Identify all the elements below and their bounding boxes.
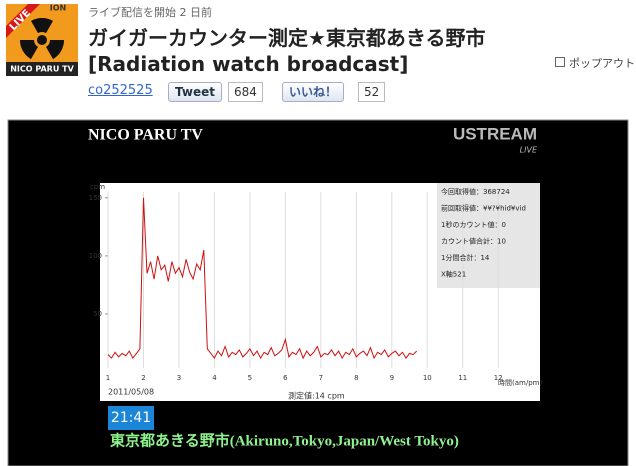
- info-line: カウント値合計：10: [441, 237, 506, 246]
- info-line: X軸521: [441, 270, 466, 279]
- x-tick-label: 6: [283, 374, 288, 382]
- like-count: 52: [358, 82, 386, 102]
- x-tick-label: 8: [354, 374, 358, 382]
- x-tick-label: 2: [141, 374, 145, 382]
- location: 東京都あきる野市(Akiruno,Tokyo,Japan/West Tokyo): [110, 431, 459, 449]
- chart-date: 2011/05/08: [108, 388, 154, 397]
- icon-top-text: ION: [50, 4, 66, 13]
- info-line: 前回取得値：¥¥?¥hid¥vid: [441, 204, 526, 213]
- x-tick-label: 4: [212, 374, 217, 382]
- chart-caption: 測定値:14 cpm: [288, 391, 345, 401]
- tweet-count: 684: [228, 82, 263, 102]
- icon-caption: NICO PARU TV: [10, 65, 74, 74]
- title-line: ガイガーカウンター測定★東京都あきる野市: [88, 26, 486, 50]
- popout-link[interactable]: ポップアウト: [555, 55, 635, 71]
- trefoil: [19, 17, 65, 60]
- y-tick-label: 100: [89, 252, 102, 260]
- y-tick-label: 50: [93, 310, 102, 318]
- info-line: 今回取得値：368724: [441, 187, 510, 196]
- ustream-logo: USTREAM: [453, 124, 537, 143]
- x-tick-label: 5: [248, 374, 252, 382]
- x-tick-label: 11: [458, 374, 467, 382]
- title-line: [Radiation watch broadcast]: [88, 52, 409, 76]
- info-line: 1分間合計：14: [441, 253, 490, 262]
- like-button[interactable]: いいね！: [282, 82, 345, 102]
- x-tick-label: 3: [177, 374, 181, 382]
- info-line: 1秒のカウント値：0: [441, 220, 506, 229]
- icon-caption-bg: [6, 62, 78, 76]
- community-link[interactable]: co252525: [88, 83, 153, 98]
- started: ライブ配信を開始 2 日前: [88, 6, 212, 19]
- x-tick-label: 10: [423, 374, 432, 382]
- y-tick-label: 150: [89, 194, 102, 202]
- info-box: [437, 183, 540, 288]
- data-line: [107, 197, 418, 360]
- time: 21:41: [111, 410, 151, 426]
- channel-name: NICO PARU TV: [88, 127, 203, 144]
- ustream-live: LIVE: [520, 146, 538, 155]
- x-tick-label: 12: [494, 374, 503, 382]
- x-axis-label: 時間(am/pm): [498, 379, 542, 387]
- time-badge: [108, 406, 154, 430]
- x-tick-label: 7: [319, 374, 323, 382]
- live-ribbon: [6, 4, 40, 38]
- x-tick-label: 1: [106, 374, 110, 382]
- y-axis-label: cpm: [90, 183, 105, 191]
- x-tick-label: 9: [390, 374, 394, 382]
- tweet-button[interactable]: Tweet: [168, 82, 222, 102]
